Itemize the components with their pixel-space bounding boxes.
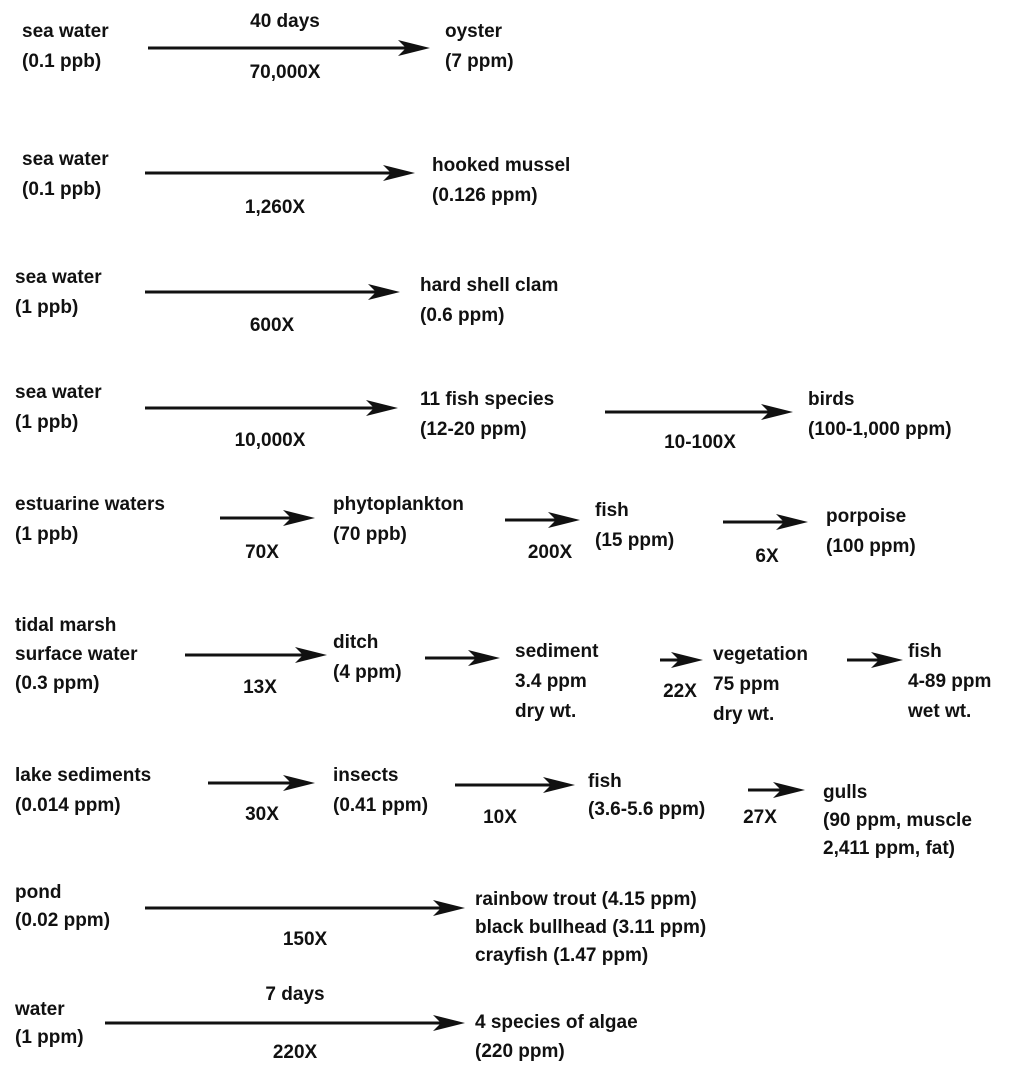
node-label: sediment — [515, 641, 599, 662]
node-label: vegetation — [713, 644, 808, 665]
arrow-head — [383, 165, 415, 181]
arrow-label: 10X — [483, 807, 517, 828]
arrow-label: 13X — [243, 677, 277, 698]
arrow-label: 200X — [528, 542, 573, 563]
arrow-label: 150X — [283, 929, 328, 950]
arrow-label: 30X — [245, 804, 279, 825]
arrow-label: 22X — [663, 681, 697, 702]
node-label: estuarine waters — [15, 494, 165, 515]
node-label: (1 ppb) — [15, 524, 78, 545]
arrow-label: 10,000X — [235, 430, 306, 451]
arrow-label: 40 days — [250, 11, 320, 32]
node-label: (0.014 ppm) — [15, 795, 121, 816]
node-label: birds — [808, 389, 854, 410]
node-label: water — [14, 999, 65, 1020]
node-label: oyster — [445, 21, 503, 42]
arrow-head — [671, 652, 703, 668]
arrow-label: 10-100X — [664, 432, 736, 453]
node-label: dry wt. — [713, 704, 774, 725]
node-label: rainbow trout (4.15 ppm) — [475, 889, 697, 910]
node-label: (0.02 ppm) — [15, 910, 110, 931]
arrow-label: 600X — [250, 315, 295, 336]
node-label: insects — [333, 765, 398, 786]
node-label: gulls — [823, 782, 867, 803]
node-label: 3.4 ppm — [515, 671, 587, 692]
node-label: (0.6 ppm) — [420, 305, 504, 326]
arrow-head — [283, 775, 315, 791]
arrow-head — [433, 900, 465, 916]
arrow-head — [773, 782, 805, 798]
arrow-head — [283, 510, 315, 526]
arrow-label: 70,000X — [250, 62, 321, 83]
node-label: (4 ppm) — [333, 662, 402, 683]
arrow-head — [433, 1015, 465, 1031]
node-label: 75 ppm — [713, 674, 780, 695]
node-label: sea water — [22, 21, 109, 42]
node-label: porpoise — [826, 506, 906, 527]
arrow-head — [776, 514, 808, 530]
arrow-head — [468, 650, 500, 666]
node-label: phytoplankton — [333, 494, 464, 515]
node-label: (0.41 ppm) — [333, 795, 428, 816]
node-label: (1 ppb) — [15, 297, 78, 318]
node-label: fish — [595, 500, 629, 521]
arrow-label: 6X — [755, 546, 779, 567]
node-label: (1 ppm) — [15, 1027, 84, 1048]
node-label: (0.3 ppm) — [15, 673, 99, 694]
node-label: lake sediments — [15, 765, 151, 786]
node-label: (0.1 ppb) — [22, 51, 101, 72]
node-label: (100-1,000 ppm) — [808, 419, 952, 440]
node-label: tidal marsh — [15, 615, 116, 636]
node-label: (70 ppb) — [333, 524, 407, 545]
node-label: sea water — [22, 149, 109, 170]
arrow-head — [543, 777, 575, 793]
arrow-head — [295, 647, 327, 663]
arrow-head — [398, 40, 430, 56]
node-label: (220 ppm) — [475, 1041, 565, 1062]
node-label: (100 ppm) — [826, 536, 916, 557]
arrow-label: 1,260X — [245, 197, 306, 218]
node-label: (12-20 ppm) — [420, 419, 527, 440]
arrow-label: 220X — [273, 1042, 318, 1063]
arrow-label: 27X — [743, 807, 777, 828]
node-label: hard shell clam — [420, 275, 558, 296]
arrow-head — [871, 652, 903, 668]
node-label: crayfish (1.47 ppm) — [475, 945, 648, 966]
node-label: black bullhead (3.11 ppm) — [475, 917, 706, 938]
node-label: pond — [15, 882, 61, 903]
node-label: hooked mussel — [432, 155, 570, 176]
node-label: wet wt. — [907, 701, 971, 722]
node-label: ditch — [333, 632, 378, 653]
node-label: surface water — [15, 644, 138, 665]
arrow-head — [368, 284, 400, 300]
arrow-label: 7 days — [265, 984, 324, 1005]
arrow-label: 70X — [245, 542, 279, 563]
node-label: (7 ppm) — [445, 51, 514, 72]
node-label: fish — [588, 771, 622, 792]
arrow-head — [548, 512, 580, 528]
node-label: sea water — [15, 267, 102, 288]
node-label: 2,411 ppm, fat) — [823, 838, 955, 859]
arrow-head — [366, 400, 398, 416]
node-label: (90 ppm, muscle — [823, 810, 972, 831]
node-label: (0.126 ppm) — [432, 185, 538, 206]
node-label: 4-89 ppm — [908, 671, 991, 692]
node-label: dry wt. — [515, 701, 576, 722]
node-label: (3.6-5.6 ppm) — [588, 799, 705, 820]
node-label: (1 ppb) — [15, 412, 78, 433]
node-label: fish — [908, 641, 942, 662]
node-label: (15 ppm) — [595, 530, 674, 551]
node-label: (0.1 ppb) — [22, 179, 101, 200]
node-label: 11 fish species — [420, 389, 554, 410]
arrow-head — [761, 404, 793, 420]
node-label: 4 species of algae — [475, 1012, 638, 1033]
node-label: sea water — [15, 382, 102, 403]
